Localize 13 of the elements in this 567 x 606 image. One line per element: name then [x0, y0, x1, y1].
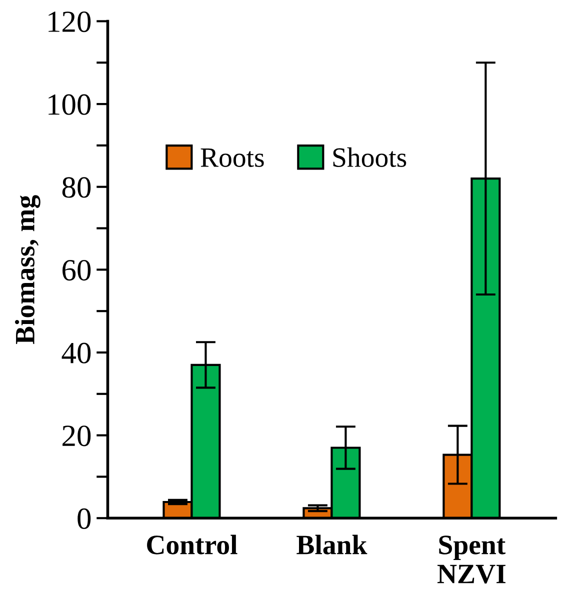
y-tick-label: 0 [78, 508, 91, 530]
y-tick-label: 40 [62, 342, 91, 364]
y-tick-label: 20 [62, 426, 91, 446]
x-tick-label: Control [147, 534, 238, 554]
y-tick-label: 120 [48, 11, 91, 32]
x-tick-label: Spent NZVI [437, 536, 506, 584]
x-tick-label: Blank [296, 534, 368, 554]
y-tick-label: 80 [62, 177, 91, 198]
legend-label: Shoots [333, 147, 406, 167]
y-tick-label: 100 [48, 94, 91, 115]
y-tick-label: 60 [62, 260, 91, 281]
legend-label: Roots [200, 148, 264, 167]
y-axis-title: Biomass, mg [14, 195, 40, 344]
